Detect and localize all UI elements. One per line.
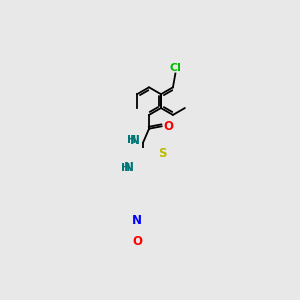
Text: N: N (130, 134, 140, 147)
Text: Cl: Cl (169, 62, 181, 73)
Text: O: O (132, 235, 142, 248)
Text: S: S (158, 147, 167, 161)
Text: N: N (124, 161, 134, 174)
Text: H: H (127, 135, 136, 145)
Text: H: H (121, 163, 130, 173)
Text: O: O (164, 120, 174, 133)
Text: N: N (132, 214, 142, 226)
